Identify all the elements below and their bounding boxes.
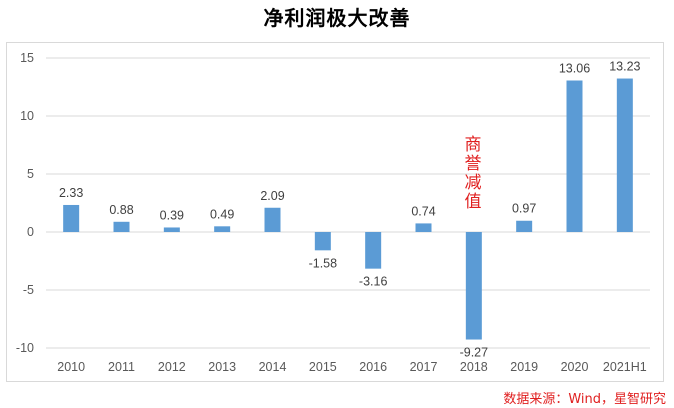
y-tick-label: -10: [16, 341, 34, 355]
annotation-char: 减: [464, 173, 482, 193]
chart-title: 净利润极大改善: [263, 6, 411, 30]
x-tick-label: 2013: [208, 360, 236, 374]
x-tick-label: 2015: [309, 360, 337, 374]
y-tick-label: -5: [23, 283, 34, 297]
data-label-2017: 0.74: [411, 204, 435, 218]
x-tick-label: 2016: [359, 360, 387, 374]
x-tick-label: 2014: [259, 360, 287, 374]
x-tick-label: 2021H1: [603, 360, 647, 374]
bar-2010: [63, 204, 80, 232]
data-label-2013: 0.49: [210, 207, 234, 221]
y-tick-label: 0: [27, 225, 34, 239]
annotation-char: 商: [464, 135, 482, 155]
bar-2014: [264, 207, 281, 232]
bar-2017: [415, 223, 432, 232]
data-label-2018: -9.27: [460, 346, 489, 360]
data-label-2010: 2.33: [59, 186, 83, 200]
data-label-2016: -3.16: [359, 275, 388, 289]
data-label-2011: 0.88: [109, 203, 133, 217]
data-label-2015: -1.58: [309, 256, 338, 270]
bar-2011: [113, 221, 130, 232]
data-label-2012: 0.39: [160, 208, 184, 222]
x-tick-label: 2010: [57, 360, 85, 374]
x-tick-label: 2012: [158, 360, 186, 374]
bar-2012: [163, 227, 180, 232]
y-tick-label: 15: [20, 51, 34, 65]
x-tick-label: 2017: [410, 360, 438, 374]
bar-2016: [365, 232, 382, 269]
y-tick-label: 10: [20, 109, 34, 123]
bar-2021H1: [616, 78, 633, 232]
data-label-2019: 0.97: [512, 202, 536, 216]
x-tick-label: 2018: [460, 360, 488, 374]
x-tick-label: 2011: [108, 360, 135, 374]
chart-frame: [6, 42, 664, 382]
data-label-2020: 13.06: [559, 62, 590, 76]
bar-2015: [314, 232, 331, 251]
y-tick-label: 5: [27, 167, 34, 181]
annotation-char: 誉: [464, 154, 482, 174]
bar-2013: [214, 226, 231, 232]
goodwill-impairment-annotation: 商誉减值: [462, 136, 484, 212]
data-label-2014: 2.09: [260, 189, 284, 203]
x-tick-label: 2019: [510, 360, 538, 374]
data-source: 数据来源：Wind，星智研究: [503, 392, 666, 407]
x-tick-label: 2020: [561, 360, 589, 374]
bar-2020: [566, 80, 583, 232]
bar-2018: [465, 232, 482, 340]
bar-2019: [516, 220, 533, 232]
annotation-char: 值: [464, 192, 482, 212]
data-label-2021H1: 13.23: [609, 60, 640, 74]
